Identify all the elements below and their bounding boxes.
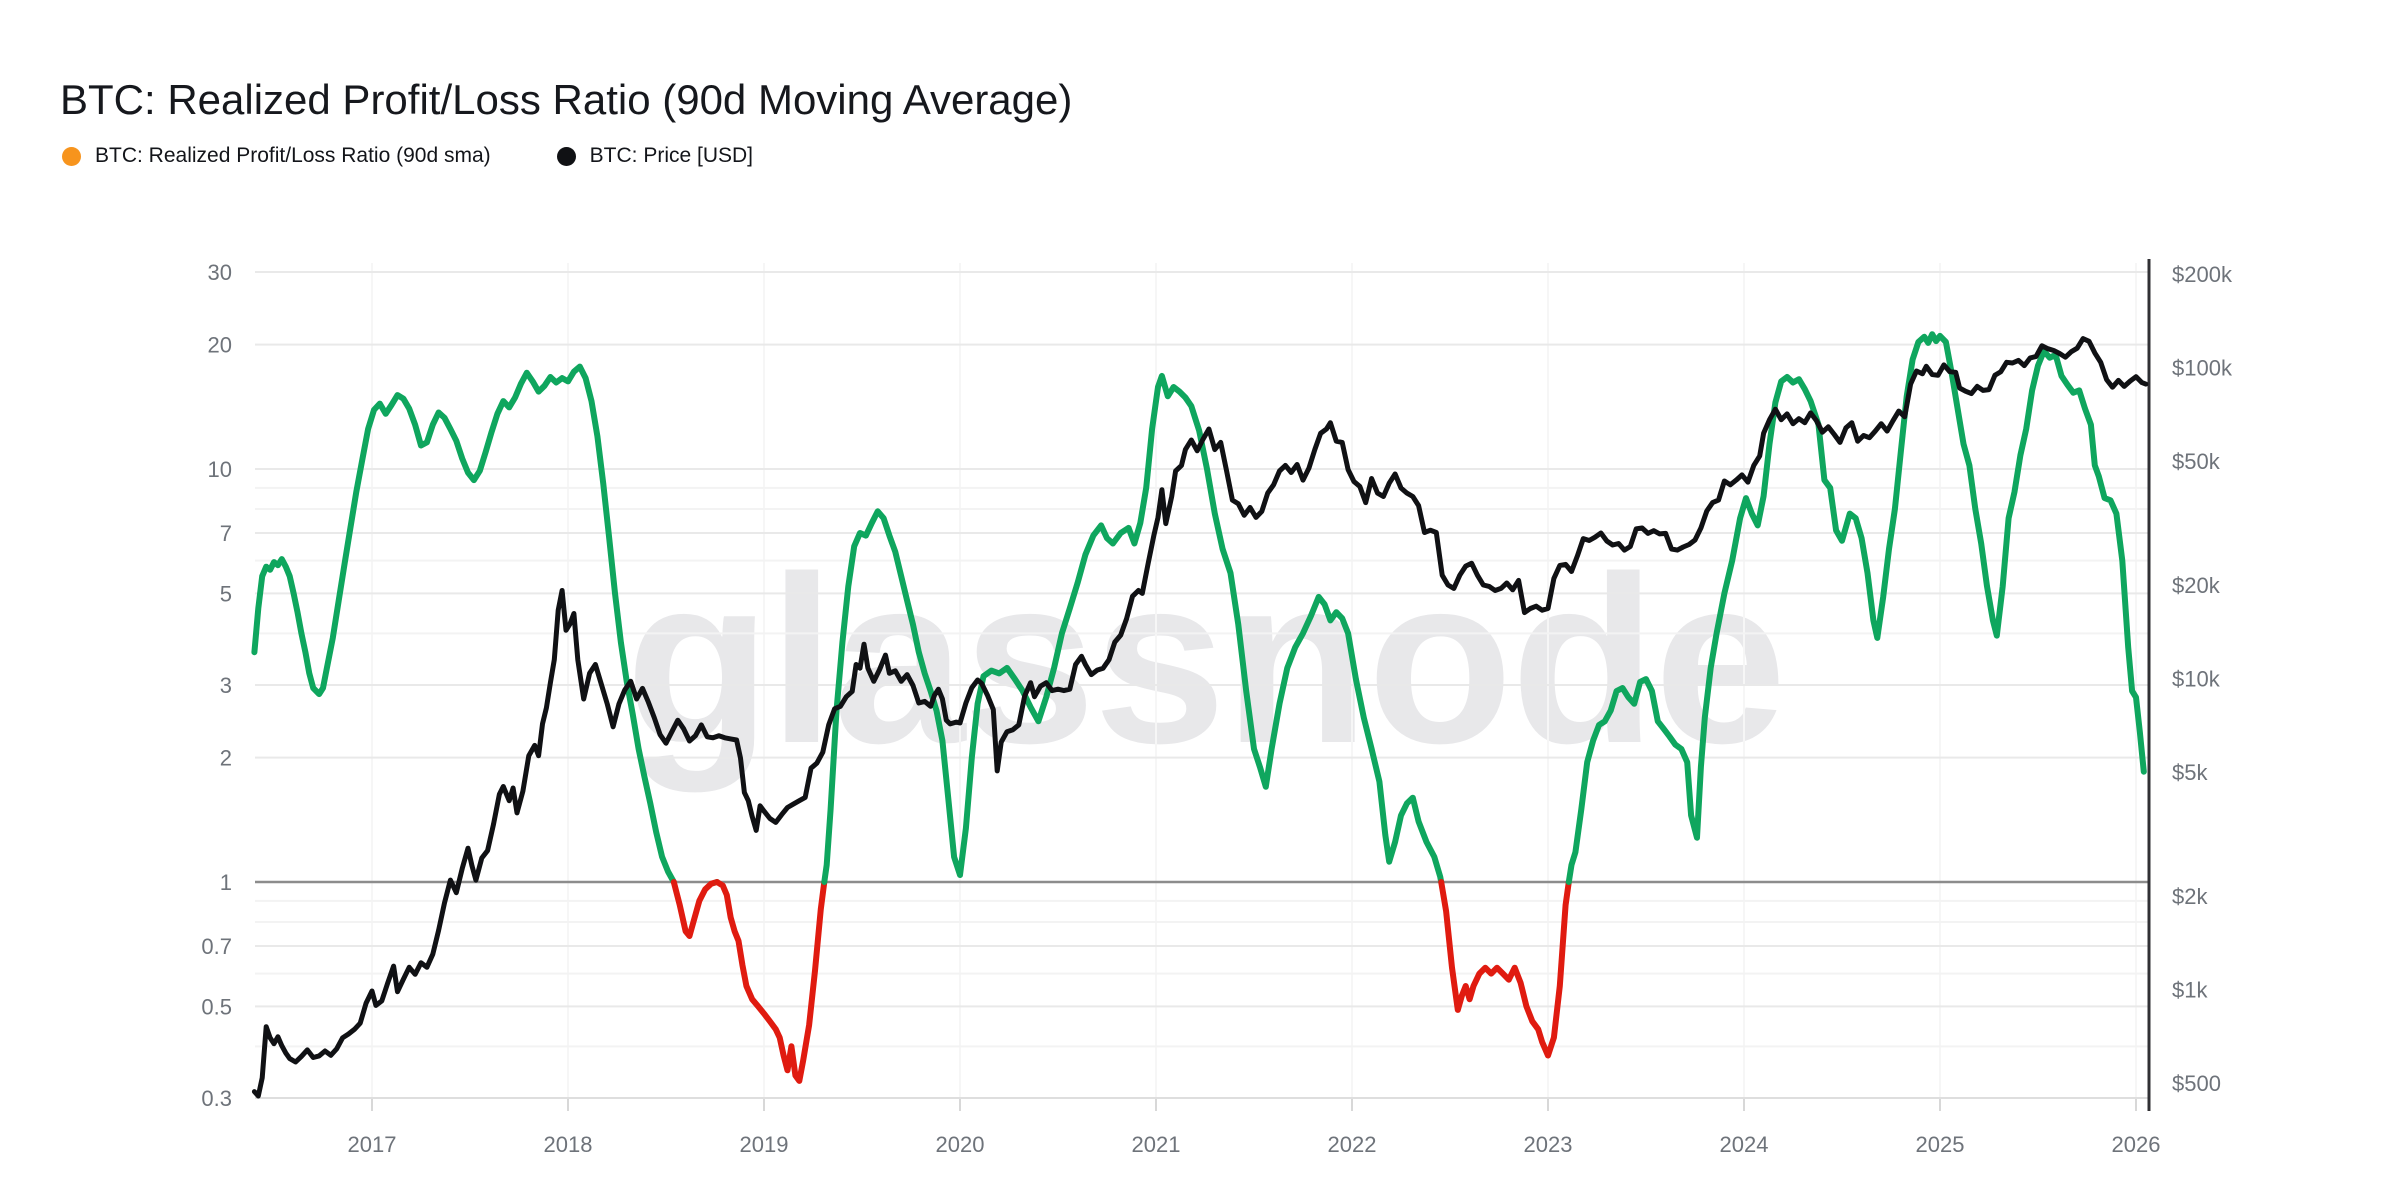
ratio-line-loss-segment (670, 879, 720, 939)
y-axis-left-label: 2 (220, 746, 232, 771)
y-axis-left-label: 30 (208, 260, 232, 285)
y-axis-right-label: $1k (2172, 978, 2208, 1003)
legend-item-label: BTC: Realized Profit/Loss Ratio (90d sma… (95, 144, 491, 167)
legend: BTC: Realized Profit/Loss Ratio (90d sma… (62, 144, 753, 168)
y-axis-left-label: 3 (220, 673, 232, 698)
y-axis-left-label: 20 (208, 333, 232, 358)
x-axis-label: 2023 (1524, 1132, 1573, 1157)
glassnode-watermark: glassnode (625, 528, 1784, 793)
x-axis-label: 2020 (936, 1132, 985, 1157)
legend-item-price[interactable]: BTC: Price [USD] (556, 144, 754, 168)
y-axis-left-label: 1 (220, 870, 232, 895)
x-axis-label: 2019 (740, 1132, 789, 1157)
legend-item-ratio[interactable]: BTC: Realized Profit/Loss Ratio (90d sma… (62, 144, 491, 168)
y-axis-right-label: $5k (2172, 760, 2208, 785)
y-axis-left-label: 0.7 (201, 934, 232, 959)
y-axis-right-label: $50k (2172, 449, 2221, 474)
price-series-dot-icon (556, 146, 576, 166)
price-line (251, 336, 2149, 1099)
y-axis-left-label: 0.5 (201, 994, 232, 1019)
legend-item-label: BTC: Price [USD] (589, 144, 754, 167)
ratio-line-loss-segment (714, 879, 828, 1084)
y-axis-right-label: $20k (2172, 573, 2221, 598)
ratio-series-dot-icon (62, 146, 81, 166)
x-axis-label: 2025 (1916, 1132, 1965, 1157)
y-axis-right-label: $500 (2172, 1071, 2221, 1096)
y-axis-right-label: $200k (2172, 262, 2233, 287)
x-axis-label: 2024 (1720, 1132, 1769, 1157)
ratio-line-profit-segment (251, 363, 677, 885)
y-axis-right-label: $2k (2172, 884, 2208, 909)
x-axis-label: 2017 (348, 1132, 397, 1157)
page-title: BTC: Realized Profit/Loss Ratio (90d Mov… (60, 76, 1073, 124)
x-axis-label: 2021 (1132, 1132, 1181, 1157)
y-axis-left-label: 7 (220, 521, 232, 546)
x-axis-label: 2022 (1328, 1132, 1377, 1157)
ratio-line-profit-segment (821, 372, 1445, 885)
x-axis-label: 2018 (544, 1132, 593, 1157)
ratio-line-loss-segment (1438, 879, 1572, 1059)
ratio-line-profit-segment (1565, 331, 2147, 885)
y-axis-left-label: 10 (208, 457, 232, 482)
y-axis-right-label: $100k (2172, 356, 2233, 381)
y-axis-right-label: $10k (2172, 667, 2221, 692)
y-axis-left-label: 5 (220, 581, 232, 606)
y-axis-left-label: 0.3 (201, 1086, 232, 1111)
x-axis-label: 2026 (2112, 1132, 2161, 1157)
